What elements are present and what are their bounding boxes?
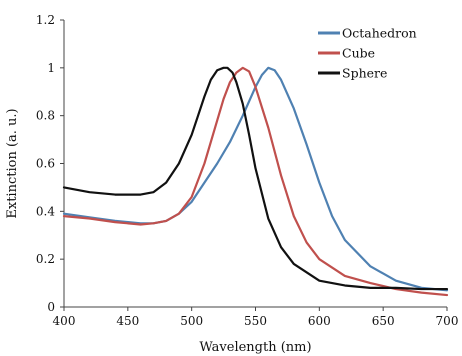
- axes: 400 450 500 550 600 650 700 0 0.2 0.4 0.6 0.8 1 1.2: [36, 13, 459, 328]
- x-tick-label: 600: [308, 314, 331, 328]
- x-tick-label: 400: [53, 314, 76, 328]
- legend-label-sphere: Sphere: [342, 66, 387, 81]
- y-tick-label: 0.2: [36, 252, 55, 266]
- y-axis-title: Extinction (a. u.): [5, 108, 20, 218]
- legend-label-octahedron: Octahedron: [342, 26, 417, 41]
- y-tick-label: 0.4: [36, 204, 55, 218]
- y-tick-label: 1: [47, 61, 55, 75]
- series-line-cube: [62, 66, 449, 297]
- series-line-sphere: [62, 66, 449, 291]
- y-tick-label: 0.6: [36, 157, 55, 171]
- series-line-octahedron: [62, 66, 449, 292]
- x-tick-label: 700: [436, 314, 459, 328]
- series-lines: [62, 66, 449, 297]
- y-tick-label: 1.2: [36, 13, 55, 27]
- legend-label-cube: Cube: [342, 46, 375, 61]
- x-tick-label: 500: [180, 314, 203, 328]
- x-tick-label: 650: [372, 314, 395, 328]
- legend: Octahedron Cube Sphere: [318, 26, 417, 81]
- y-tick-label: 0.8: [36, 109, 55, 123]
- x-tick-label: 550: [244, 314, 267, 328]
- x-axis-title: Wavelength (nm): [199, 340, 311, 355]
- x-tick-label: 450: [116, 314, 139, 328]
- y-tick-label: 0: [47, 300, 55, 314]
